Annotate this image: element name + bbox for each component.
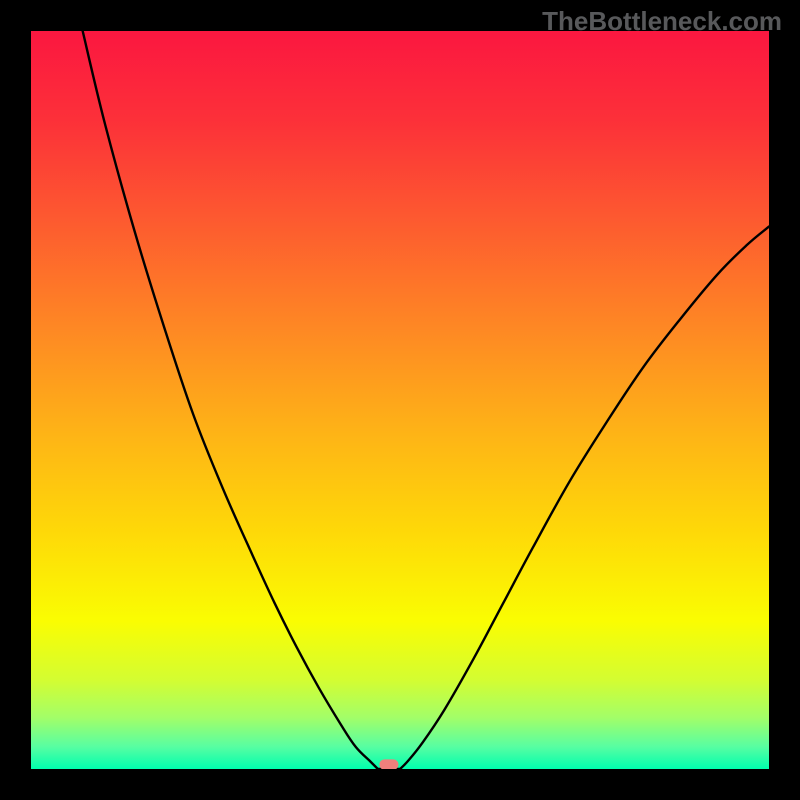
bottleneck-chart [31, 31, 769, 769]
chart-svg [31, 31, 769, 769]
chart-background [31, 31, 769, 769]
optimal-point-marker [379, 759, 398, 769]
watermark-text: TheBottleneck.com [542, 6, 782, 37]
